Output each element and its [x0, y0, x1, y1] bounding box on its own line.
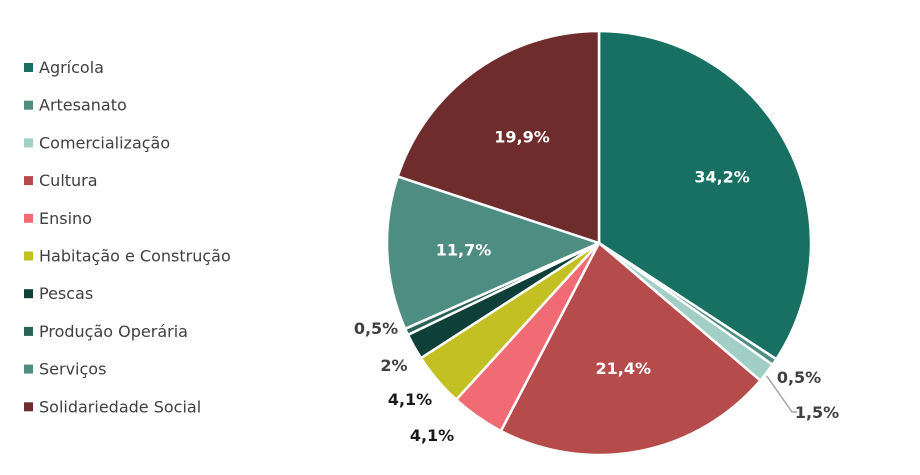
data-labels: 34,2% 0,5% 1,5% 21,4% 4,1% 4,1% 2% 0,5% 11,7% 19,…	[354, 128, 839, 446]
data-label-agricola: 34,2%	[694, 168, 750, 187]
legend-label-artesanato: Artesanato	[39, 96, 127, 115]
legend-label-comercializacao: Comercialização	[39, 133, 170, 152]
data-label-solidariedade-social: 19,9%	[494, 128, 550, 147]
pie-slice-artesanato	[385, 175, 601, 331]
legend-swatch-comercializacao	[24, 138, 33, 148]
legend-swatch-ensino	[24, 213, 33, 223]
legend-label-cultura: Cultura	[39, 171, 98, 190]
legend-label-agricola: Agrícola	[39, 58, 104, 77]
legend-label-producao-operaria: Produção Operária	[39, 322, 188, 341]
legend-label-servicos: Serviços	[39, 360, 106, 379]
data-label-artesanato: 11,7%	[436, 241, 492, 260]
legend-label-ensino: Ensino	[39, 209, 92, 228]
data-label-producao-operaria: 0,5%	[354, 319, 398, 338]
leader-line-comercializacao	[765, 375, 797, 413]
data-label-habitacao-e-construcao: 4,1%	[388, 390, 432, 409]
legend-swatch-artesanato	[24, 100, 33, 110]
data-label-cultura: 21,4%	[596, 359, 652, 378]
legend-swatch-pescas	[24, 289, 33, 299]
pie-slice-cultura	[499, 241, 762, 457]
leader-lines	[765, 375, 797, 413]
legend-label-pescas: Pescas	[39, 284, 93, 303]
legend-label-solidariedade-social: Solidariedade Social	[39, 397, 201, 416]
legend-label-habitacao-e-construcao: Habitação e Construção	[39, 247, 231, 266]
legend-swatch-solidariedade-social	[24, 402, 33, 412]
legend-swatch-servicos	[24, 364, 33, 374]
legend-swatch-cultura	[24, 176, 33, 186]
chart-legend: Agrícola Artesanato Comercialização Cultura…	[24, 58, 231, 416]
pie-slice-solidariedade-social	[396, 29, 601, 245]
data-label-comercializacao: 1,5%	[795, 403, 839, 422]
data-label-servicos: 0,5%	[777, 368, 821, 387]
legend-swatch-agricola	[24, 63, 33, 72]
pie-slices	[385, 29, 813, 457]
data-label-pescas: 2%	[380, 356, 407, 375]
legend-swatch-producao-operaria	[24, 326, 33, 336]
data-label-ensino: 4,1%	[410, 426, 454, 445]
legend-swatch-habitacao-e-construcao	[24, 251, 33, 261]
